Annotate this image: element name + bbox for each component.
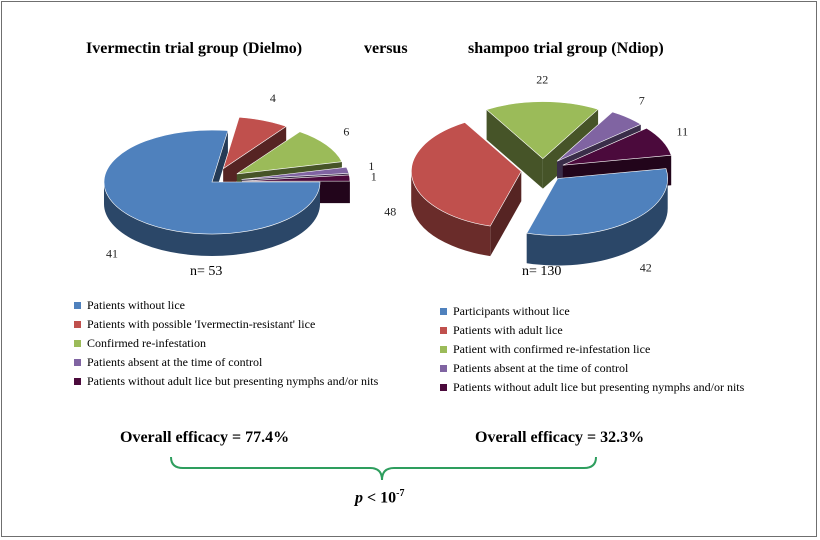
pie-slice-1 — [526, 168, 668, 236]
legend-label: Confirmed re-infestation — [87, 336, 206, 350]
pie-slice-4 — [556, 111, 642, 162]
legend-swatch — [74, 320, 81, 328]
legend-swatch — [440, 383, 447, 391]
legend-item: Patients with possible 'Ivermectin-resis… — [74, 315, 378, 334]
legend-label: Patients absent at the time of control — [87, 355, 263, 369]
pie-slice-3 — [485, 101, 599, 159]
pie-slice-3 — [236, 131, 343, 175]
legend-label: Patient with confirmed re-infestation li… — [453, 342, 651, 356]
pie-slice-1 — [103, 129, 321, 235]
pie-slice-5 — [241, 174, 351, 182]
left-chart-title: Ivermectin trial group (Dielmo) — [86, 40, 303, 57]
comparison-brace — [170, 456, 597, 481]
legend-swatch — [74, 301, 81, 309]
slice-value-label: 48 — [384, 204, 396, 218]
right-pie-chart: 42 48 22 7 11 — [384, 73, 688, 275]
legend-item: Participants without lice — [440, 302, 744, 321]
legend-label: Patients without adult lice but presenti… — [87, 374, 379, 388]
legend-item: Patients without adult lice but presenti… — [440, 378, 744, 397]
pie-slice-5 — [562, 127, 672, 166]
legend-label: Patients with possible 'Ivermectin-resis… — [87, 317, 316, 331]
legend-item: Patients without adult lice but presenti… — [74, 372, 378, 391]
p-exponent: -7 — [396, 488, 405, 499]
slice-value-label: 22 — [536, 73, 548, 87]
legend-item: Patients absent at the time of control — [440, 359, 744, 378]
legend-label: Patients without adult lice but presenti… — [453, 380, 745, 394]
versus-label: versus — [364, 40, 408, 57]
slice-value-label: 1 — [368, 159, 374, 173]
legend-item: Patients absent at the time of control — [74, 353, 378, 372]
pie-slice-2 — [222, 116, 287, 170]
p-symbol: p — [355, 489, 363, 507]
p-comparison: < 10 — [363, 489, 397, 507]
p-value-label: p < 10-7 — [355, 488, 404, 507]
right-total-label: n= 130 — [522, 264, 562, 279]
legend-swatch — [440, 307, 447, 315]
legend-swatch — [440, 345, 447, 353]
legend-swatch — [74, 377, 81, 385]
left-efficacy: Overall efficacy = 77.4% — [120, 429, 290, 446]
slice-value-label: 7 — [639, 94, 645, 108]
legend-item: Confirmed re-infestation — [74, 334, 378, 353]
right-chart-title: shampoo trial group (Ndiop) — [468, 40, 664, 57]
slice-value-label: 6 — [343, 125, 349, 139]
slice-value-label: 1 — [371, 170, 377, 184]
legend-swatch — [440, 326, 447, 334]
slice-value-label: 42 — [640, 260, 652, 274]
legend-label: Participants without lice — [453, 304, 570, 318]
legend-swatch — [74, 339, 81, 347]
legend-item: Patients without lice — [74, 296, 378, 315]
left-total-label: n= 53 — [190, 264, 223, 279]
legend-label: Patients without lice — [87, 298, 185, 312]
left-pie-chart: 41 4 6 11 — [103, 91, 377, 261]
right-legend: Participants without lice Patients with a… — [440, 302, 744, 397]
legend-label: Patients absent at the time of control — [453, 361, 629, 375]
slice-value-label: 4 — [270, 91, 276, 105]
pie-slice-4 — [241, 166, 350, 180]
pie-slice-2 — [411, 122, 522, 227]
legend-label: Patients with adult lice — [453, 323, 563, 337]
left-legend: Patients without lice Patients with possi… — [74, 296, 378, 391]
slice-value-label: 11 — [677, 125, 689, 139]
legend-swatch — [440, 364, 447, 372]
legend-item: Patient with confirmed re-infestation li… — [440, 340, 744, 359]
legend-swatch — [74, 358, 81, 366]
slice-value-label: 41 — [106, 247, 118, 261]
legend-item: Patients with adult lice — [440, 321, 744, 340]
right-efficacy: Overall efficacy = 32.3% — [475, 429, 645, 446]
